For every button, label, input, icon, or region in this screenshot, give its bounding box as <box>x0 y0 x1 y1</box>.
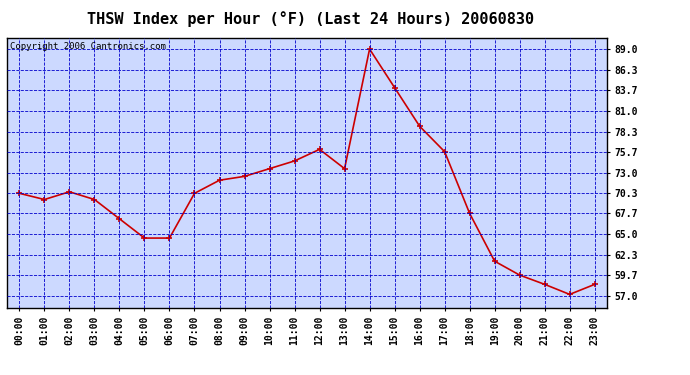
Text: Copyright 2006 Cantronics.com: Copyright 2006 Cantronics.com <box>10 42 166 51</box>
Text: THSW Index per Hour (°F) (Last 24 Hours) 20060830: THSW Index per Hour (°F) (Last 24 Hours)… <box>87 11 534 27</box>
